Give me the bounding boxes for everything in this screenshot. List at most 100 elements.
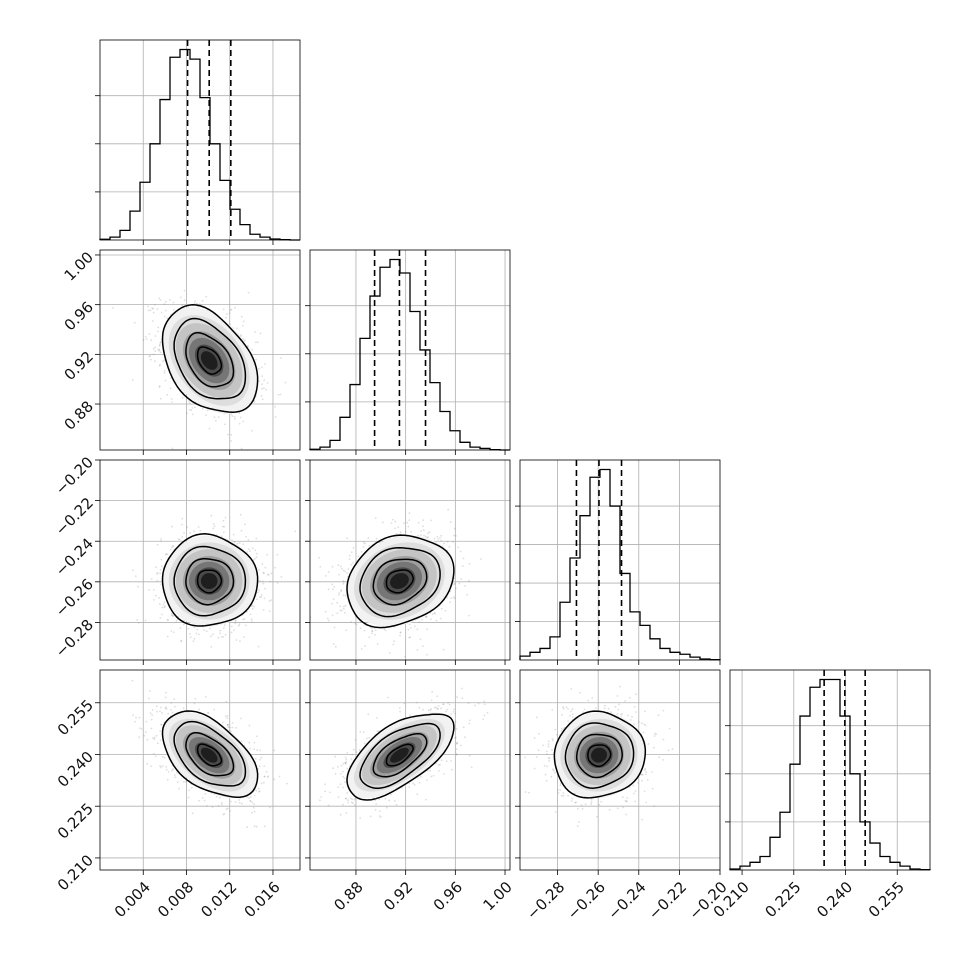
- scatter-point: [138, 716, 141, 719]
- scatter-point: [171, 525, 173, 528]
- scatter-point: [254, 549, 257, 552]
- scatter-point: [270, 599, 272, 602]
- scatter-point: [249, 550, 251, 552]
- scatter-point: [246, 796, 249, 798]
- scatter-point: [359, 627, 362, 630]
- scatter-point: [192, 640, 195, 643]
- scatter-point: [180, 640, 183, 643]
- scatter-point: [368, 544, 370, 547]
- scatter-point: [229, 810, 232, 812]
- scatter-point: [217, 636, 220, 639]
- scatter-point: [333, 626, 336, 629]
- scatter-point: [247, 291, 250, 294]
- scatter-point: [371, 632, 373, 635]
- scatter-point: [154, 350, 157, 353]
- scatter-point: [223, 525, 226, 528]
- scatter-point: [170, 709, 172, 711]
- scatter-point: [157, 330, 159, 333]
- scatter-point: [263, 597, 266, 600]
- scatter-point: [158, 596, 161, 599]
- scatter-point: [136, 619, 139, 621]
- scatter-point: [394, 527, 396, 530]
- scatter-point: [158, 364, 161, 367]
- scatter-point: [148, 697, 150, 700]
- scatter-point: [181, 536, 184, 538]
- scatter-point: [261, 387, 263, 390]
- scatter-point: [360, 551, 363, 553]
- scatter-point: [232, 533, 235, 536]
- scatter-point: [341, 609, 343, 612]
- density-panel-2-3: [305, 459, 511, 665]
- scatter-point: [234, 622, 237, 625]
- scatter-point: [146, 763, 149, 765]
- scatter-point: [240, 334, 243, 337]
- scatter-point: [225, 316, 228, 319]
- scatter-point: [222, 519, 225, 522]
- scatter-point: [167, 771, 170, 773]
- scatter-point: [258, 579, 261, 582]
- scatter-point: [238, 412, 241, 415]
- scatter-point: [193, 702, 196, 705]
- scatter-point: [331, 565, 334, 568]
- panel-frame: [309, 249, 511, 451]
- scatter-point: [418, 621, 421, 624]
- scatter-point: [421, 645, 424, 648]
- scatter-point: [430, 618, 432, 620]
- scatter-point: [154, 755, 157, 758]
- scatter-point: [211, 806, 214, 808]
- scatter-point: [256, 749, 258, 751]
- scatter-point: [161, 360, 164, 363]
- scatter-point: [156, 543, 159, 546]
- density-band: [200, 573, 218, 589]
- contour-line: [161, 304, 259, 413]
- scatter-point: [198, 633, 200, 636]
- scatter-point: [138, 736, 141, 739]
- scatter-point: [179, 627, 182, 629]
- scatter-point: [258, 569, 260, 571]
- panel-frame: [519, 459, 721, 661]
- scatter-point: [277, 393, 280, 396]
- scatter-point: [255, 341, 257, 344]
- scatter-point: [253, 810, 256, 813]
- contour-line: [173, 545, 247, 617]
- scatter-point: [408, 636, 411, 639]
- contour-line: [161, 533, 259, 627]
- scatter-point: [153, 303, 156, 306]
- scatter-point: [420, 530, 422, 532]
- panel-frame: [99, 459, 301, 661]
- scatter-point: [159, 568, 162, 571]
- scatter-point: [442, 648, 445, 651]
- scatter-point: [238, 542, 241, 544]
- scatter-point: [245, 536, 248, 538]
- scatter-point: [440, 534, 443, 537]
- scatter-point: [172, 545, 174, 548]
- scatter-point: [345, 594, 347, 597]
- scatter-point: [263, 379, 266, 382]
- scatter-point: [174, 776, 177, 779]
- scatter-point: [203, 629, 205, 632]
- scatter-point: [154, 360, 156, 363]
- scatter-point: [134, 575, 137, 578]
- y-tick-label: −0.28: [52, 616, 97, 661]
- scatter-point: [146, 739, 149, 741]
- scatter-point: [278, 775, 281, 778]
- scatter-point: [193, 406, 196, 409]
- scatter-point: [364, 645, 366, 647]
- y-tick-label: −0.20: [52, 453, 97, 498]
- scatter-point: [422, 529, 425, 532]
- scatter-point: [276, 582, 279, 584]
- scatter-point: [258, 790, 261, 793]
- scatter-point: [409, 636, 411, 638]
- scatter-point: [454, 582, 456, 585]
- scatter-point: [348, 554, 351, 557]
- scatter-point: [243, 636, 245, 638]
- scatter-point: [156, 579, 159, 582]
- scatter-point: [381, 521, 384, 524]
- scatter-point: [157, 326, 160, 329]
- scatter-point: [247, 539, 250, 541]
- scatter-point: [479, 558, 482, 560]
- scatter-point: [148, 355, 151, 358]
- scatter-point: [137, 585, 139, 588]
- scatter-point: [240, 447, 243, 450]
- panel-content: [310, 508, 482, 658]
